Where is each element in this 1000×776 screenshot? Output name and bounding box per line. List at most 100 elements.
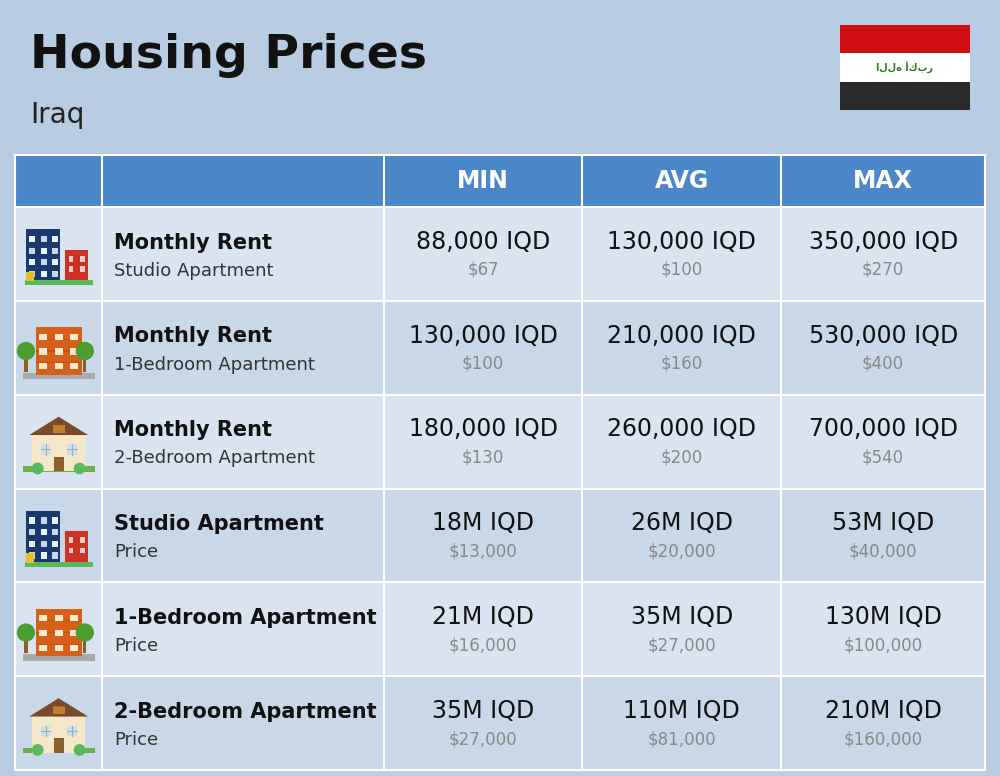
Circle shape [32,462,44,474]
Text: 180,000 IQD: 180,000 IQD [409,417,558,442]
Bar [52,518,58,524]
Bar [15,155,985,770]
Text: 350,000 IQD: 350,000 IQD [809,230,958,254]
Text: 2-Bedroom Apartment: 2-Bedroom Apartment [114,449,315,467]
Polygon shape [51,418,66,425]
Bar [24,358,28,372]
Bar [70,615,78,622]
Bar [36,644,82,645]
Text: $27,000: $27,000 [449,730,517,748]
Text: $540: $540 [862,449,904,466]
Text: 35M IQD: 35M IQD [432,699,534,723]
Bar [55,615,63,622]
Circle shape [17,623,35,642]
Text: 210,000 IQD: 210,000 IQD [607,324,756,348]
Bar [29,271,35,277]
Text: $13,000: $13,000 [449,542,517,560]
Bar [29,553,35,559]
Text: MAX: MAX [853,169,913,193]
Text: Price: Price [114,731,158,749]
Bar [25,562,93,566]
Bar [52,248,58,254]
Bar [80,266,85,272]
Bar [52,553,58,559]
Bar [80,537,85,543]
Bar [70,645,78,651]
Bar [53,425,65,433]
Circle shape [74,744,85,756]
Bar [15,395,985,489]
Text: $400: $400 [862,355,904,372]
Text: 130,000 IQD: 130,000 IQD [409,324,557,348]
Bar [36,351,82,352]
Bar [80,256,85,262]
Bar [29,259,35,265]
Bar [39,363,47,369]
Bar [840,54,970,81]
Bar [41,529,47,535]
Bar [67,726,77,736]
Text: $130: $130 [462,449,504,466]
Bar [15,155,985,207]
Bar [41,553,47,559]
Text: $160: $160 [661,355,703,372]
Bar [29,248,35,254]
Bar [15,582,985,676]
Text: $81,000: $81,000 [648,730,716,748]
Bar [36,338,82,340]
Text: 88,000 IQD: 88,000 IQD [416,230,550,254]
Bar [24,639,28,653]
Bar [69,537,73,543]
Bar [65,250,88,282]
Polygon shape [29,698,88,716]
Bar [41,259,47,265]
Bar [52,236,58,242]
Circle shape [76,623,94,642]
Circle shape [17,342,35,360]
Circle shape [74,462,85,474]
Bar [26,511,60,563]
Bar [36,327,82,375]
Text: 1-Bedroom Apartment: 1-Bedroom Apartment [114,355,315,373]
Text: 210M IQD: 210M IQD [825,699,942,723]
Bar [39,348,47,355]
Bar [55,630,63,636]
Text: 35M IQD: 35M IQD [631,605,733,629]
Bar [70,630,78,636]
Bar [41,726,50,736]
Bar [53,706,65,715]
Bar [32,716,85,753]
Text: 700,000 IQD: 700,000 IQD [809,417,958,442]
Bar [52,271,58,277]
Text: $270: $270 [862,261,904,279]
Bar [69,256,73,262]
Text: $20,000: $20,000 [648,542,716,560]
Bar [80,548,85,553]
Text: $16,000: $16,000 [449,636,517,654]
Bar [23,372,95,379]
Text: 53M IQD: 53M IQD [832,511,934,535]
Text: 130M IQD: 130M IQD [825,605,942,629]
Bar [39,630,47,636]
Bar [29,529,35,535]
Text: $160,000: $160,000 [844,730,923,748]
Bar [52,529,58,535]
Text: $67: $67 [467,261,499,279]
Bar [41,518,47,524]
Bar [26,553,34,563]
Text: $100,000: $100,000 [844,636,923,654]
Bar [29,541,35,547]
Text: 2-Bedroom Apartment: 2-Bedroom Apartment [114,702,377,722]
Bar [840,81,970,110]
Bar [23,748,95,753]
Text: 260,000 IQD: 260,000 IQD [607,417,756,442]
Bar [70,348,78,355]
Bar [54,456,64,471]
Bar [26,272,34,282]
Bar [69,548,73,553]
Text: Monthly Rent: Monthly Rent [114,327,272,347]
Text: MIN: MIN [457,169,509,193]
Text: 26M IQD: 26M IQD [631,511,733,535]
Bar [65,532,88,563]
Text: 1-Bedroom Apartment: 1-Bedroom Apartment [114,608,377,628]
